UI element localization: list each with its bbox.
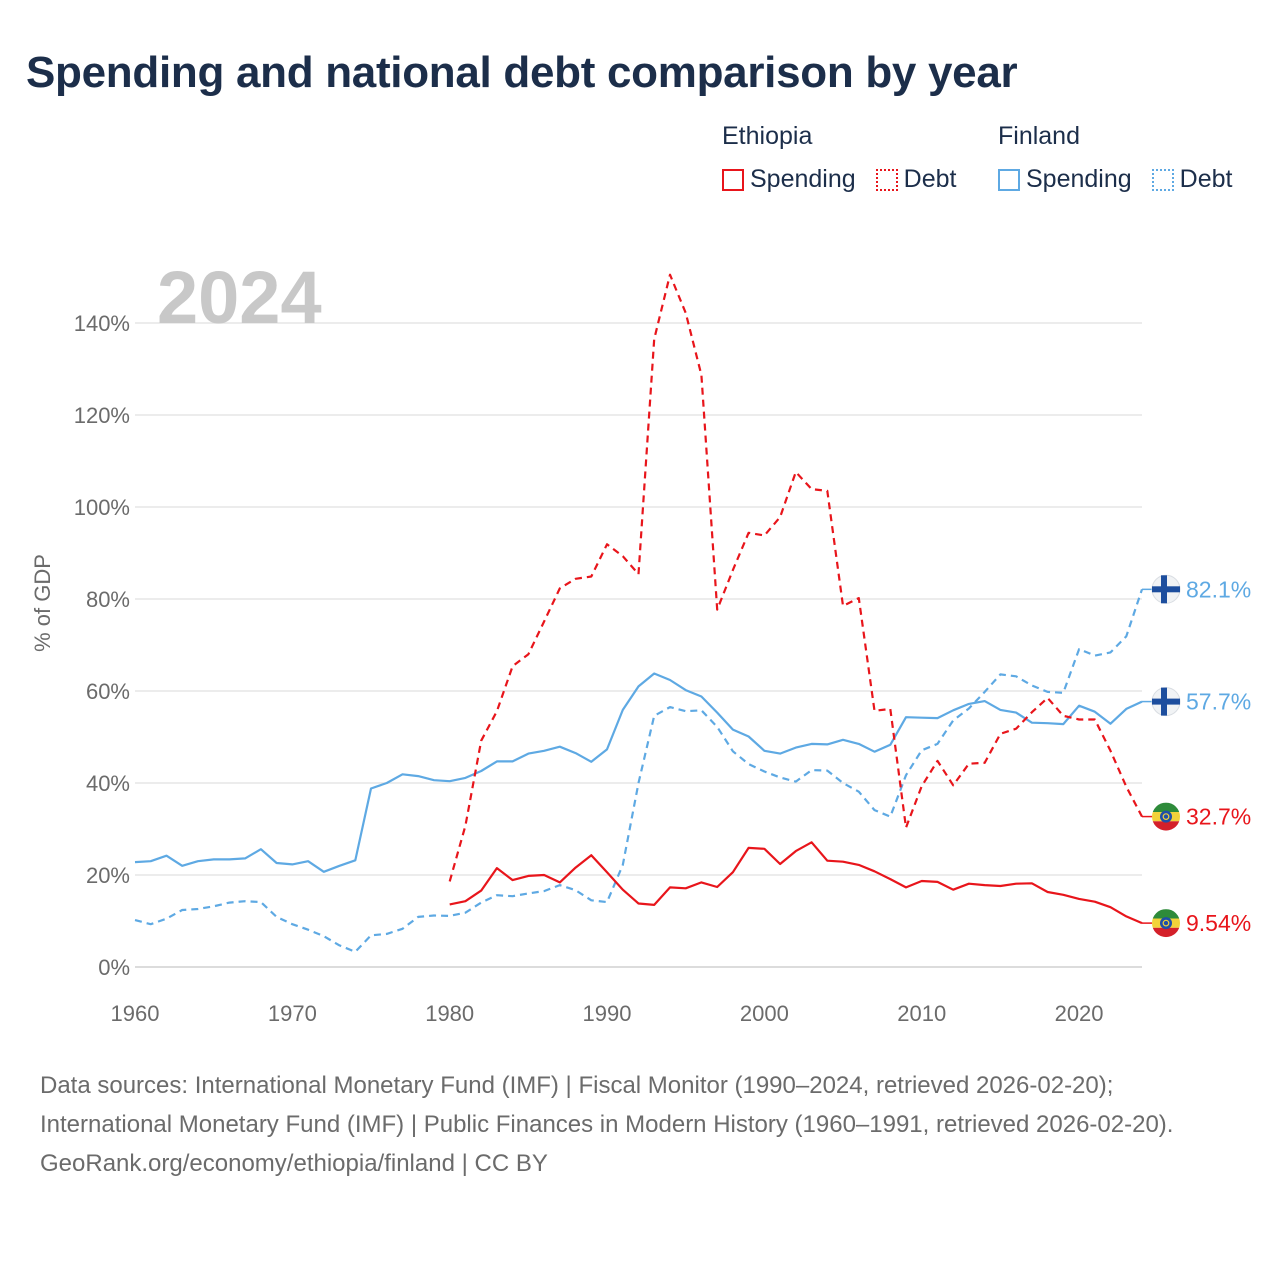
end-value-label: 57.7%	[1186, 689, 1251, 715]
series-line-finland-debt[interactable]	[134, 588, 1144, 953]
y-tick-label: 60%	[86, 679, 130, 704]
data-sources: Data sources: International Monetary Fun…	[40, 1072, 1174, 1138]
x-tick-label: 2010	[897, 1001, 946, 1026]
finland-flag-icon	[1151, 687, 1181, 717]
series-line-ethiopia-spending[interactable]	[449, 841, 1143, 925]
x-tick-label: 2000	[740, 1001, 789, 1026]
legend-finland: Finland Spending Debt	[998, 122, 1232, 194]
series-line-finland-spending[interactable]	[134, 672, 1143, 873]
ethiopia-flag-icon	[1152, 802, 1180, 831]
x-tick-label: 1970	[268, 1001, 317, 1026]
legend-label-ethiopia-spending: Spending	[750, 165, 856, 193]
x-tick-label: 1980	[425, 1001, 474, 1026]
legend-label-finland-debt: Debt	[1179, 165, 1233, 193]
end-value-label: 9.54%	[1186, 910, 1251, 936]
ethiopia-flag-icon	[1152, 909, 1180, 938]
credit-link[interactable]: GeoRank.org/economy/ethiopia/finland | C…	[40, 1150, 548, 1177]
legend-ethiopia: Ethiopia Spending Debt	[722, 122, 956, 194]
y-axis-label: % of GDP	[30, 554, 55, 652]
y-tick-label: 0%	[98, 955, 130, 980]
y-tick-label: 120%	[74, 403, 130, 428]
y-tick-label: 140%	[74, 311, 130, 336]
end-value-label: 82.1%	[1186, 576, 1251, 602]
chart-title: Spending and national debt comparison by…	[26, 48, 1018, 97]
legend-finland-debt[interactable]: Debt	[1151, 165, 1233, 194]
x-axis-ticks: 1960 1970 1980 1990 2000 2010 2020	[111, 1001, 1104, 1026]
legend-country-ethiopia: Ethiopia	[722, 122, 813, 150]
y-tick-label: 100%	[74, 495, 130, 520]
end-value-label: 32.7%	[1186, 804, 1251, 830]
x-tick-label: 2020	[1055, 1001, 1104, 1026]
year-watermark: 2024	[157, 256, 322, 339]
finland-flag-icon	[1151, 574, 1181, 604]
end-labels: 82.1% 57.7% 32.7% 9.54%	[1142, 574, 1251, 938]
y-axis-ticks: 0% 20% 40% 60% 80% 100% 120% 140%	[74, 311, 130, 980]
legend-swatch-ethiopia-debt	[875, 168, 898, 191]
legend-swatch-finland-debt	[1151, 168, 1174, 191]
legend-ethiopia-debt[interactable]: Debt	[875, 165, 957, 194]
y-tick-label: 40%	[86, 771, 130, 796]
legend-country-finland: Finland	[998, 122, 1080, 150]
gridlines	[135, 322, 1142, 876]
footer: Data sources: International Monetary Fun…	[40, 1066, 1240, 1183]
legend-label-ethiopia-debt: Debt	[903, 165, 957, 193]
legend-ethiopia-spending[interactable]: Spending	[722, 165, 856, 194]
series-line-ethiopia-debt[interactable]	[448, 273, 1143, 882]
legend-label-finland-spending: Spending	[1026, 165, 1132, 193]
legend-swatch-finland-spending	[998, 168, 1020, 191]
legend-finland-spending[interactable]: Spending	[998, 165, 1132, 194]
legend-swatch-ethiopia-spending	[722, 168, 744, 191]
y-tick-label: 20%	[86, 863, 130, 888]
line-chart: 2024 % of GDP 0% 20% 40% 60% 80% 100% 120% 140%…	[30, 256, 1251, 1026]
x-tick-label: 1960	[111, 1001, 160, 1026]
series-lines	[134, 273, 1144, 953]
x-tick-label: 1990	[583, 1001, 632, 1026]
y-tick-label: 80%	[86, 587, 130, 612]
